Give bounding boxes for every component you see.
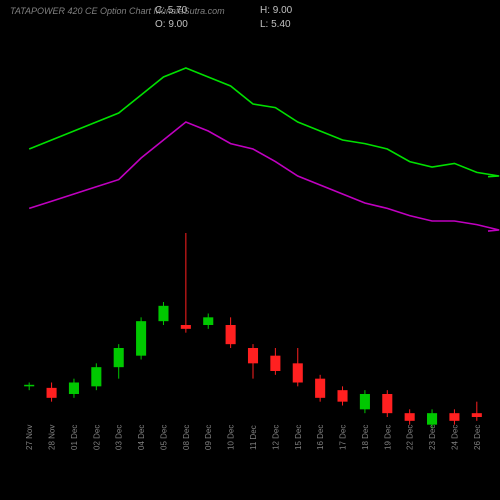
candle-body (69, 383, 79, 395)
x-axis-label: 10 Dec (227, 425, 236, 450)
candle-body (248, 348, 258, 363)
candle-body (91, 367, 101, 386)
candle-body (405, 413, 415, 421)
x-axis-label: 05 Dec (159, 425, 168, 450)
ohlc-block-2: H: 9.00 L: 5.40 (260, 4, 292, 32)
x-axis-label: 26 Dec (473, 425, 482, 450)
candle-body (472, 413, 482, 417)
candle-body (360, 394, 370, 409)
x-axis-label: 12 Dec (271, 425, 280, 450)
candle-body (181, 325, 191, 329)
x-axis-label: 17 Dec (339, 425, 348, 450)
ohlc-block-1: C: 5.70 O: 9.00 (155, 4, 188, 32)
candle-body (226, 325, 236, 344)
x-axis-label: 04 Dec (137, 425, 146, 450)
x-axis-label: 02 Dec (92, 425, 101, 450)
x-axis-label: 15 Dec (294, 425, 303, 450)
candle-body (24, 385, 34, 387)
candle-body (114, 348, 124, 367)
x-axis-label: 27 Nov (25, 425, 34, 450)
x-axis-label: 01 Dec (70, 425, 79, 450)
chart-svg: 27 Nov 28 Nov 01 Dec 02 Dec 03 Dec 04 Dec 05 D… (0, 0, 500, 500)
x-axis-label: 08 Dec (182, 425, 191, 450)
chart-container: 27 Nov 28 Nov 01 Dec 02 Dec 03 Dec 04 Dec 05 D… (0, 0, 500, 500)
candle-body (337, 390, 347, 402)
candle-body (270, 356, 280, 371)
candle-body (136, 321, 146, 356)
x-axis-label: 19 Dec (383, 425, 392, 450)
x-axis-label: 18 Dec (361, 425, 370, 450)
x-axis-label: 28 Nov (48, 425, 57, 450)
chart-title: TATAPOWER 420 CE Option Chart MunafaSutr… (10, 6, 225, 16)
candle-body (382, 394, 392, 413)
x-axis-label: 23 Dec (428, 425, 437, 450)
close-label: C: 5.70 (155, 4, 188, 18)
x-axis-label: 11 Dec (249, 425, 258, 450)
candle-body (203, 317, 213, 325)
candle-body (315, 379, 325, 398)
open-label: O: 9.00 (155, 18, 188, 32)
low-label: L: 5.40 (260, 18, 292, 32)
candle-body (158, 306, 168, 321)
x-axis-label: 24 Dec (450, 425, 459, 450)
candle-body (293, 363, 303, 382)
x-axis-label: 03 Dec (115, 425, 124, 450)
x-axis-label: 09 Dec (204, 425, 213, 450)
candle-body (449, 413, 459, 421)
x-axis-label: 22 Dec (406, 425, 415, 450)
high-label: H: 9.00 (260, 4, 292, 18)
candle-body (427, 413, 437, 425)
x-axis-label: 16 Dec (316, 425, 325, 450)
candle-body (47, 388, 57, 398)
